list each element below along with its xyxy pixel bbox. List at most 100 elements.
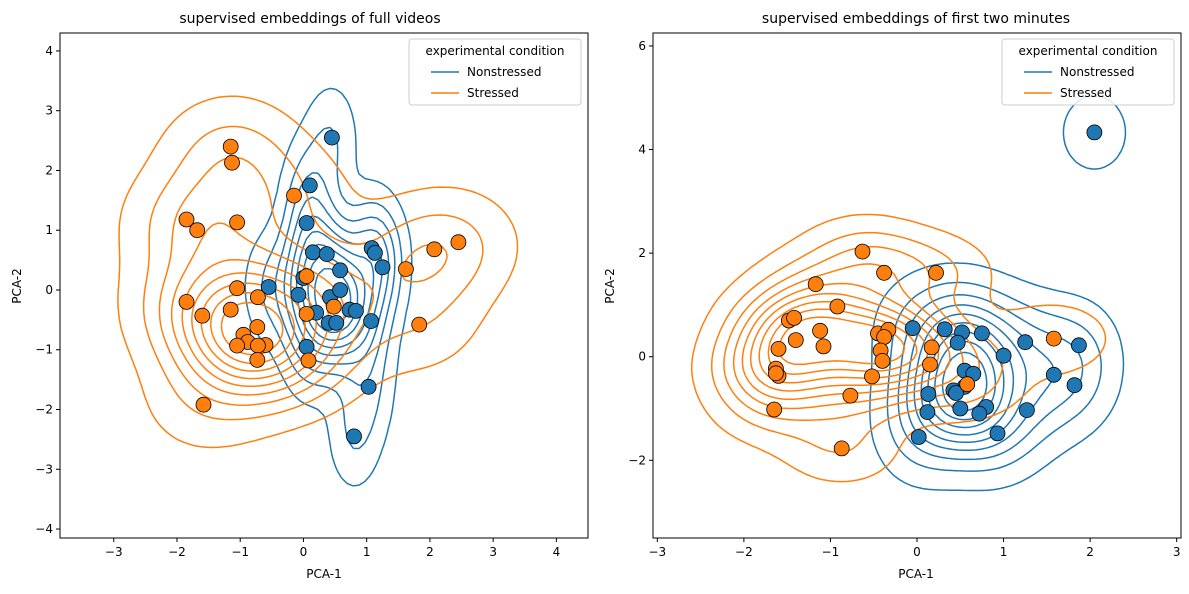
density-contour-stressed <box>158 156 448 406</box>
y-tick-label: −2 <box>628 453 646 467</box>
density-contour-stressed <box>710 231 1004 454</box>
point-stressed <box>787 332 804 349</box>
y-tick-label: 6 <box>638 39 646 53</box>
x-tick-label: 1 <box>1000 545 1008 559</box>
x-tick-label: 2 <box>426 545 434 559</box>
point-stressed <box>224 154 240 171</box>
y-tick-label: 2 <box>638 246 646 260</box>
density-contour-stressed <box>749 292 940 392</box>
point-nonstressed <box>971 405 988 422</box>
point-stressed <box>770 340 787 357</box>
left-chart-legend: experimental condition Nonstressed Stres… <box>408 38 582 106</box>
point-nonstressed <box>948 385 964 401</box>
x-tick-label: 3 <box>489 545 497 559</box>
point-stressed <box>411 316 428 333</box>
y-tick-label: 3 <box>45 104 53 118</box>
legend-label-nonstressed: Nonstressed <box>1060 65 1134 79</box>
point-nonstressed <box>1019 402 1035 419</box>
right-chart-ylabel: PCA-2 <box>603 268 617 304</box>
left-chart-title: supervised embeddings of full videos <box>179 11 440 27</box>
point-stressed <box>874 352 891 369</box>
point-stressed <box>833 440 850 457</box>
point-nonstressed <box>301 177 318 194</box>
y-tick-label: −1 <box>35 343 53 357</box>
x-tick-label: 0 <box>913 545 921 559</box>
y-tick-label: −4 <box>35 522 53 536</box>
point-stressed <box>189 222 206 239</box>
point-nonstressed <box>1086 124 1103 141</box>
legend-label-nonstressed: Nonstressed <box>467 65 541 79</box>
point-stressed <box>178 211 195 228</box>
point-nonstressed <box>1045 366 1062 383</box>
legend-title: experimental condition <box>1019 44 1158 58</box>
point-nonstressed <box>323 129 340 146</box>
point-stressed <box>195 396 212 413</box>
point-stressed <box>178 293 195 310</box>
left-chart-frame <box>59 32 589 539</box>
point-stressed <box>768 365 784 382</box>
legend-box <box>1001 38 1175 106</box>
point-nonstressed <box>920 386 937 402</box>
point-stressed <box>815 338 832 355</box>
point-nonstressed <box>904 320 921 337</box>
right-chart-panel: supervised embeddings of first two minut… <box>603 11 1182 581</box>
legend-label-stressed: Stressed <box>467 86 519 100</box>
left-chart-points <box>178 129 467 445</box>
x-tick-label: −3 <box>648 545 666 559</box>
x-tick-label: −2 <box>735 545 753 559</box>
point-nonstressed <box>298 215 315 231</box>
density-contour-nonstressed <box>869 95 1127 492</box>
point-nonstressed <box>1066 377 1083 394</box>
point-nonstressed <box>347 302 364 319</box>
point-stressed <box>249 337 266 354</box>
point-stressed <box>786 309 802 326</box>
right-chart-frame <box>652 32 1182 539</box>
point-stressed <box>876 264 892 281</box>
density-contour-stressed <box>732 263 964 410</box>
point-stressed <box>922 356 938 373</box>
point-nonstressed <box>332 262 349 279</box>
point-stressed <box>298 305 315 322</box>
point-nonstressed <box>974 325 990 342</box>
point-nonstressed <box>949 334 966 351</box>
point-stressed <box>1045 330 1062 347</box>
right-chart-title: supervised embeddings of first two minut… <box>762 11 1070 27</box>
point-nonstressed <box>318 246 335 263</box>
x-tick-label: 0 <box>300 545 308 559</box>
density-contour-stressed <box>117 95 519 449</box>
point-stressed <box>766 401 783 418</box>
point-nonstressed <box>374 259 391 276</box>
y-tick-label: −2 <box>35 403 53 417</box>
point-nonstressed <box>366 244 383 261</box>
point-nonstressed <box>1071 337 1087 354</box>
point-nonstressed <box>1017 334 1034 351</box>
point-nonstressed <box>332 282 349 298</box>
point-nonstressed <box>995 347 1012 364</box>
point-nonstressed <box>260 279 277 295</box>
point-nonstressed <box>989 425 1006 442</box>
x-tick-label: 3 <box>1173 545 1181 559</box>
x-tick-label: −1 <box>231 545 249 559</box>
density-contour-stressed <box>191 272 317 380</box>
point-stressed <box>426 241 443 258</box>
point-stressed <box>325 298 342 315</box>
x-tick-label: 4 <box>553 545 561 559</box>
point-stressed <box>298 268 315 285</box>
point-nonstressed <box>328 314 345 331</box>
point-stressed <box>854 243 871 260</box>
point-stressed <box>229 214 246 231</box>
point-stressed <box>194 307 211 324</box>
density-contour-nonstressed <box>886 281 1102 472</box>
right-chart-xlabel: PCA-1 <box>898 567 934 581</box>
density-contour-nonstressed <box>244 87 413 487</box>
point-stressed <box>807 276 824 293</box>
point-stressed <box>842 387 859 404</box>
point-nonstressed <box>290 286 307 303</box>
point-stressed <box>928 264 944 281</box>
point-stressed <box>876 329 892 345</box>
point-nonstressed <box>360 378 377 395</box>
point-stressed <box>812 322 828 339</box>
left-chart-panel: supervised embeddings of full videos −3−… <box>10 11 589 581</box>
right-chart-legend: experimental condition Nonstressed Stres… <box>1001 38 1175 106</box>
